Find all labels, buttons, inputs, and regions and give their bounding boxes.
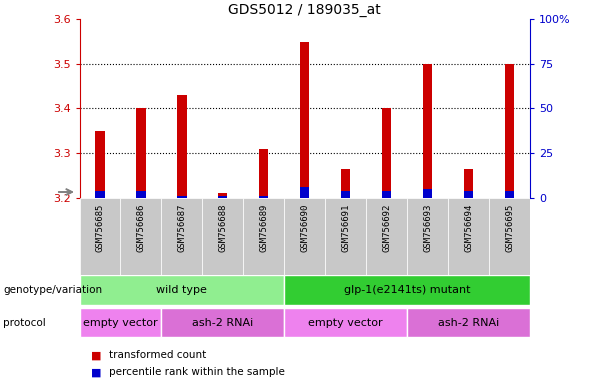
Bar	[423, 189, 432, 198]
Text: GSM756688: GSM756688	[219, 204, 227, 252]
Bar	[259, 149, 269, 198]
Bar	[366, 198, 407, 275]
Bar	[121, 198, 161, 275]
Text: genotype/variation: genotype/variation	[3, 285, 102, 295]
Text: GSM756687: GSM756687	[177, 204, 187, 252]
Bar	[448, 198, 489, 275]
Bar	[80, 275, 284, 305]
Text: glp-1(e2141ts) mutant: glp-1(e2141ts) mutant	[344, 285, 471, 295]
Bar	[300, 187, 309, 198]
Text: GSM756690: GSM756690	[300, 204, 309, 252]
Bar	[341, 191, 350, 198]
Bar	[464, 169, 474, 198]
Text: percentile rank within the sample: percentile rank within the sample	[109, 367, 285, 377]
Bar	[80, 198, 121, 275]
Text: GSM756689: GSM756689	[259, 204, 269, 252]
Bar	[95, 191, 105, 198]
Text: ■: ■	[91, 350, 102, 360]
Bar	[325, 198, 366, 275]
Bar	[203, 198, 243, 275]
Text: GSM756691: GSM756691	[341, 204, 350, 252]
Bar	[382, 191, 391, 198]
Text: ash-2 RNAi: ash-2 RNAi	[192, 318, 253, 328]
Bar	[136, 191, 145, 198]
Bar	[136, 109, 145, 198]
Text: ash-2 RNAi: ash-2 RNAi	[438, 318, 499, 328]
Bar	[423, 64, 432, 198]
Bar	[407, 308, 530, 337]
Text: GSM756692: GSM756692	[382, 204, 391, 252]
Bar	[341, 169, 350, 198]
Bar	[177, 195, 187, 198]
Bar	[95, 131, 105, 198]
Text: GSM756693: GSM756693	[423, 204, 432, 252]
Bar	[219, 195, 227, 198]
Text: transformed count: transformed count	[109, 350, 206, 360]
Text: ■: ■	[91, 367, 102, 377]
Bar	[505, 191, 514, 198]
Bar	[284, 275, 530, 305]
Bar	[219, 193, 227, 198]
Title: GDS5012 / 189035_at: GDS5012 / 189035_at	[229, 3, 381, 17]
Bar	[161, 198, 203, 275]
Bar	[161, 308, 284, 337]
Bar	[464, 191, 474, 198]
Text: GSM756685: GSM756685	[95, 204, 104, 252]
Bar	[505, 64, 514, 198]
Bar	[284, 198, 325, 275]
Bar	[284, 308, 407, 337]
Text: empty vector: empty vector	[309, 318, 383, 328]
Text: empty vector: empty vector	[83, 318, 158, 328]
Bar	[382, 109, 391, 198]
Bar	[300, 41, 309, 198]
Bar	[259, 195, 269, 198]
Text: GSM756695: GSM756695	[505, 204, 514, 252]
Text: GSM756694: GSM756694	[464, 204, 473, 252]
Bar	[80, 308, 161, 337]
Bar	[177, 95, 187, 198]
Bar	[489, 198, 530, 275]
Bar	[243, 198, 284, 275]
Text: GSM756686: GSM756686	[137, 204, 145, 252]
Text: protocol: protocol	[3, 318, 46, 328]
Bar	[407, 198, 448, 275]
Text: wild type: wild type	[157, 285, 207, 295]
